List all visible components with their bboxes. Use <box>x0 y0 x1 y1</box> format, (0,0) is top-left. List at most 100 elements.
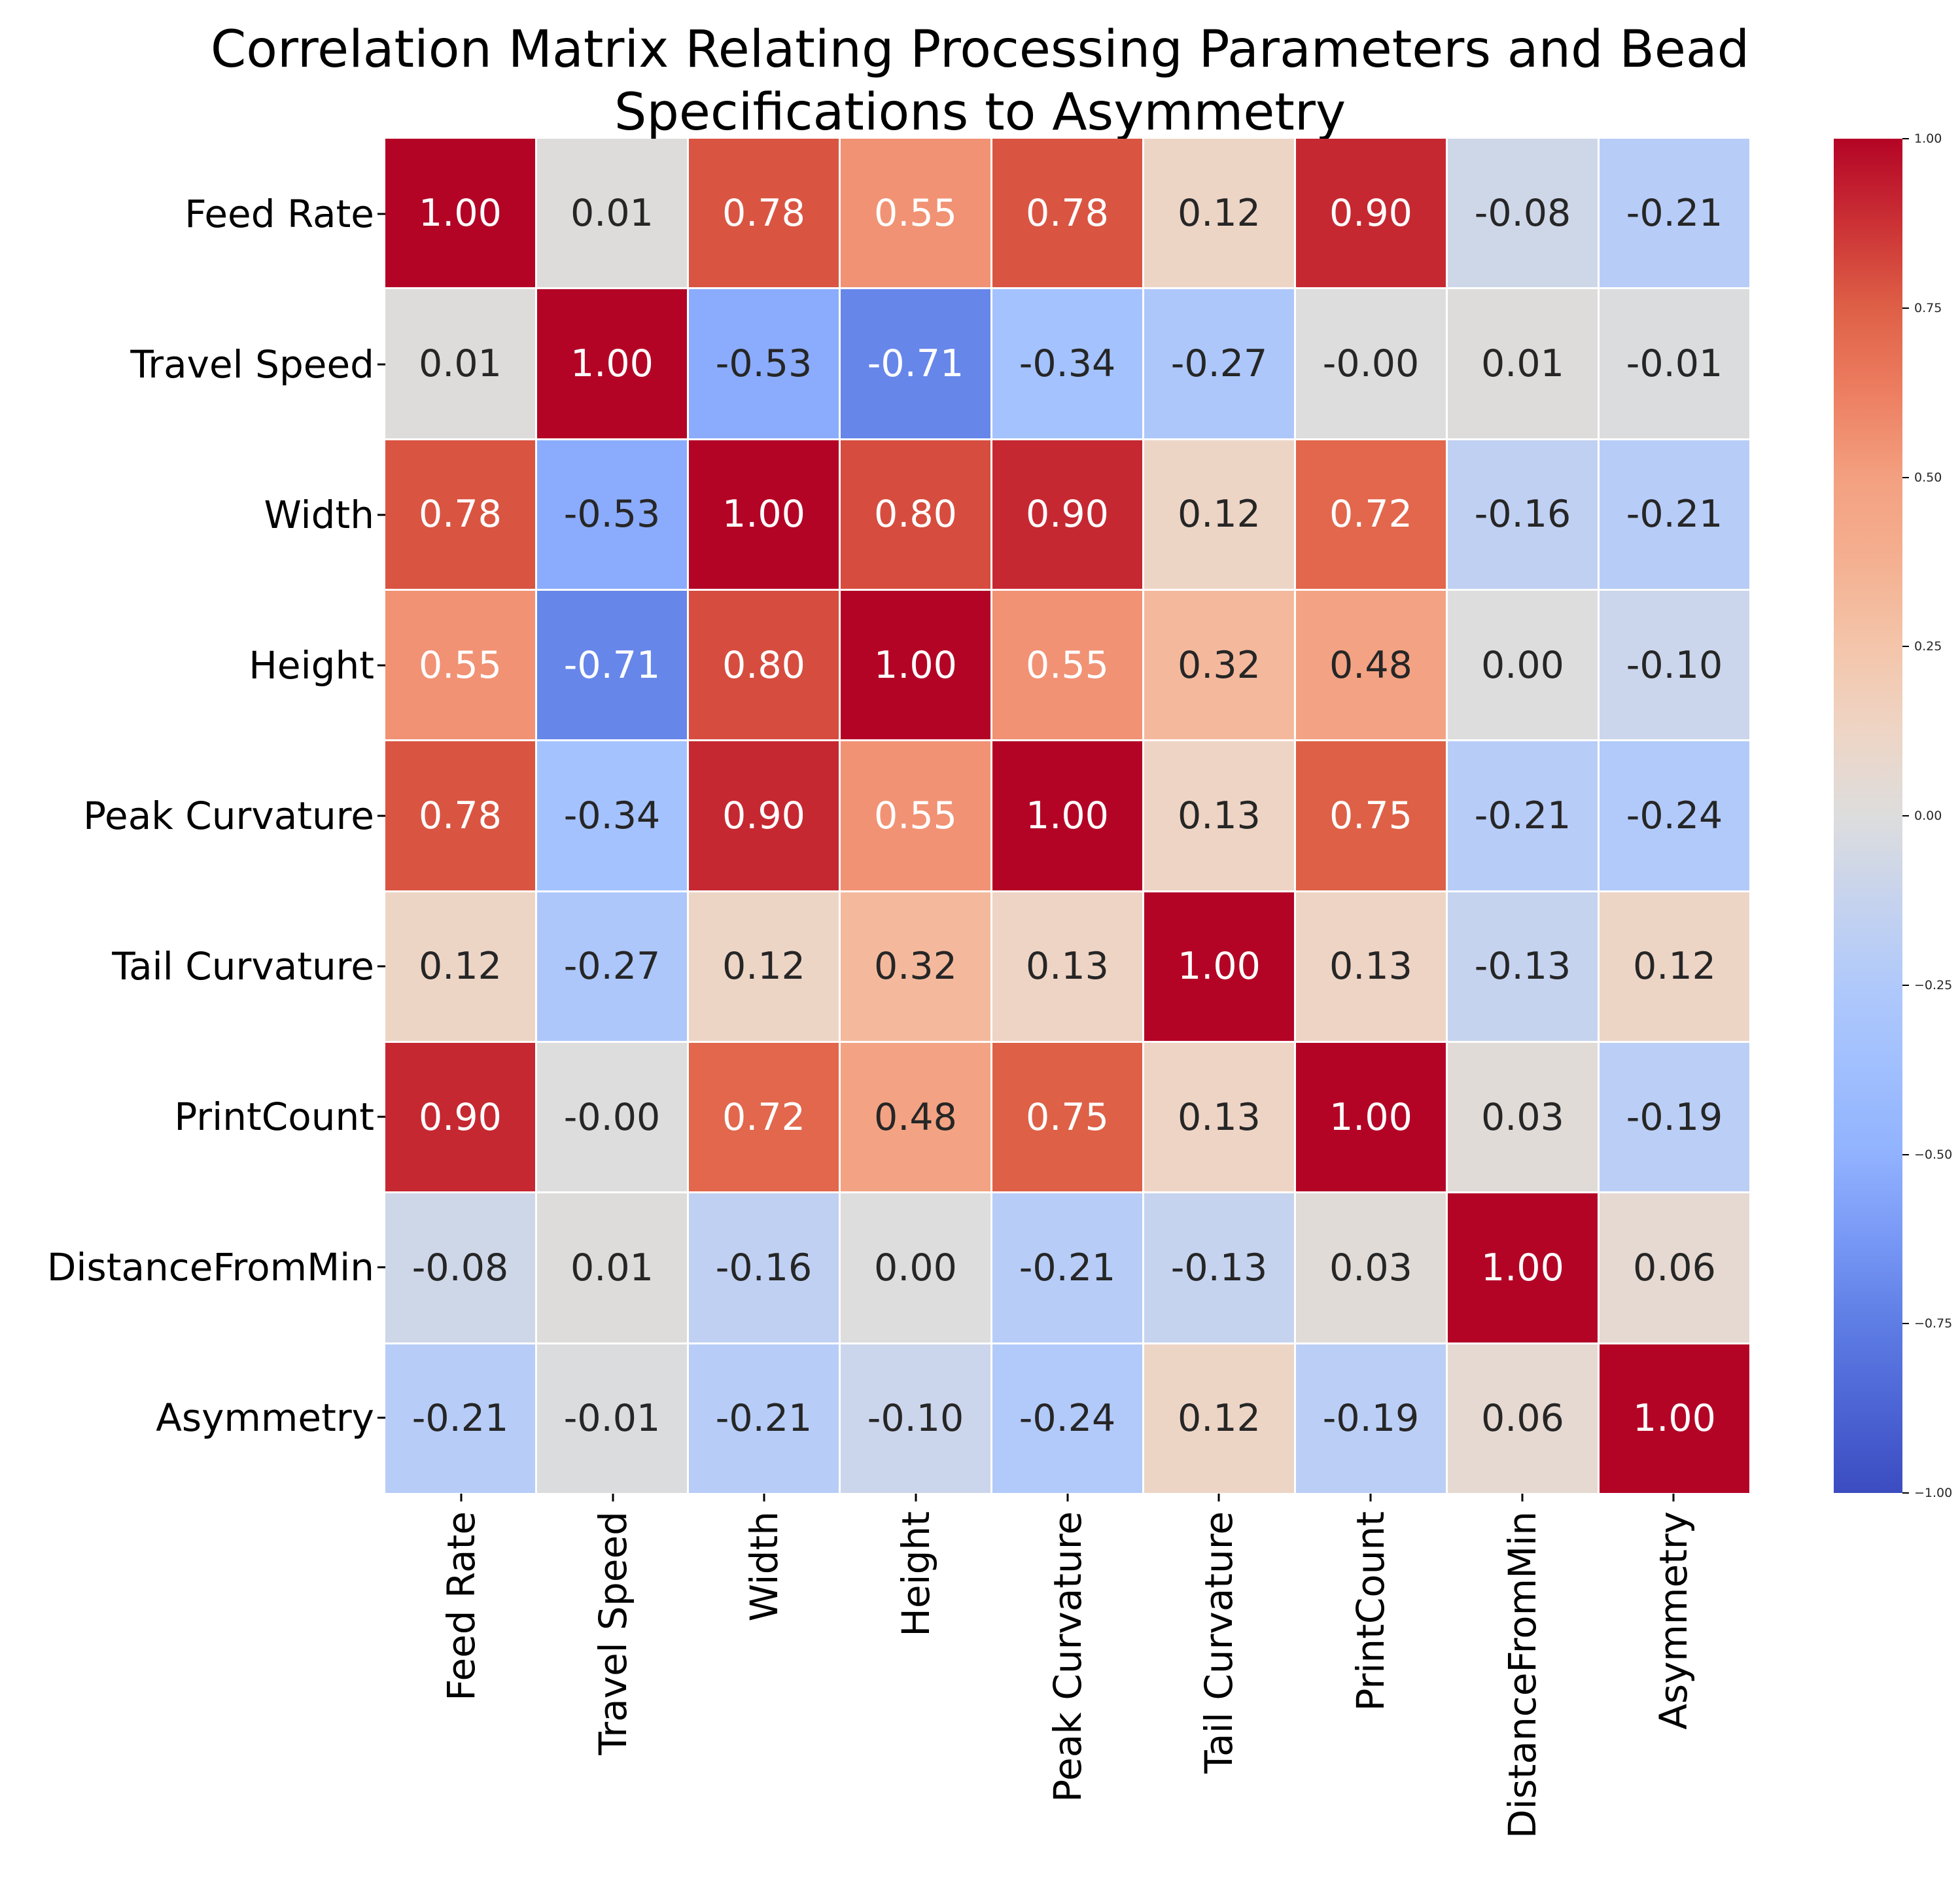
heatmap-cell-travel-speed-peak-curvature: -0.34 <box>992 289 1142 438</box>
heatmap-cell-width-travel-speed: -0.53 <box>537 440 687 589</box>
x-axis-tick <box>1672 1494 1675 1501</box>
heatmap-cell-asymmetry-asymmetry: 1.00 <box>1600 1344 1749 1493</box>
heatmap-cell-distancefrommin-height: 0.00 <box>841 1193 990 1342</box>
heatmap-cell-width-feed-rate: 0.78 <box>385 440 535 589</box>
heatmap-cell-height-feed-rate: 0.55 <box>385 590 535 740</box>
y-axis-tick <box>377 363 385 366</box>
heatmap-cell-tail-curvature-height: 0.32 <box>841 892 990 1041</box>
heatmap-cell-peak-curvature-width: 0.90 <box>689 741 839 890</box>
colorbar-tick-label: −0.75 <box>1914 1316 1953 1331</box>
heatmap-cell-tail-curvature-printcount: 0.13 <box>1296 892 1446 1041</box>
x-axis-tick <box>1521 1494 1523 1501</box>
y-axis-label-width: Width <box>264 493 374 537</box>
colorbar-tick <box>1902 1492 1909 1494</box>
heatmap-cell-tail-curvature-asymmetry: 0.12 <box>1600 892 1749 1041</box>
heatmap-cell-height-printcount: 0.48 <box>1296 590 1446 740</box>
x-axis-label-peak-curvature: Peak Curvature <box>1045 1511 1090 1802</box>
y-axis-tick <box>377 815 385 817</box>
colorbar-tick <box>1902 646 1909 648</box>
heatmap-cell-travel-speed-distancefrommin: 0.01 <box>1448 289 1598 438</box>
heatmap-cell-height-tail-curvature: 0.32 <box>1144 590 1294 740</box>
heatmap-cell-printcount-feed-rate: 0.90 <box>385 1042 535 1192</box>
heatmap-cell-asymmetry-printcount: -0.19 <box>1296 1344 1446 1493</box>
heatmap-cell-distancefrommin-peak-curvature: -0.21 <box>992 1193 1142 1342</box>
heatmap-cell-distancefrommin-printcount: 0.03 <box>1296 1193 1446 1342</box>
colorbar-tick <box>1902 138 1909 139</box>
y-axis-tick <box>377 1266 385 1269</box>
colorbar-tick-label: 0.00 <box>1914 809 1942 823</box>
heatmap-cell-distancefrommin-distancefrommin: 1.00 <box>1448 1193 1598 1342</box>
y-axis-label-printcount: PrintCount <box>174 1095 374 1139</box>
heatmap-cell-feed-rate-travel-speed: 0.01 <box>537 139 687 288</box>
heatmap-cell-width-height: 0.80 <box>841 440 990 589</box>
x-axis-tick <box>763 1494 765 1501</box>
heatmap-cell-tail-curvature-distancefrommin: -0.13 <box>1448 892 1598 1041</box>
heatmap-cell-tail-curvature-feed-rate: 0.12 <box>385 892 535 1041</box>
heatmap-cell-printcount-distancefrommin: 0.03 <box>1448 1042 1598 1192</box>
colorbar-tick <box>1902 984 1909 986</box>
heatmap-cell-printcount-printcount: 1.00 <box>1296 1042 1446 1192</box>
x-axis-label-height: Height <box>893 1511 938 1637</box>
chart-title-line2: Specifications to Asymmetry <box>614 83 1346 142</box>
heatmap-cell-travel-speed-feed-rate: 0.01 <box>385 289 535 438</box>
heatmap-cell-width-peak-curvature: 0.90 <box>992 440 1142 589</box>
heatmap-cell-asymmetry-distancefrommin: 0.06 <box>1448 1344 1598 1493</box>
colorbar-tick <box>1902 1323 1909 1325</box>
heatmap-cell-distancefrommin-feed-rate: -0.08 <box>385 1193 535 1342</box>
colorbar-tick-label: −0.25 <box>1914 977 1953 992</box>
heatmap-cell-printcount-width: 0.72 <box>689 1042 839 1192</box>
heatmap-cell-height-height: 1.00 <box>841 590 990 740</box>
heatmap-grid: 1.00 0.01 0.78 0.55 0.78 0.12 0.90 -0.08 -0.21 0.… <box>385 139 1749 1493</box>
heatmap-cell-asymmetry-feed-rate: -0.21 <box>385 1344 535 1493</box>
colorbar-tick-label: 0.50 <box>1914 470 1942 485</box>
heatmap-cell-width-asymmetry: -0.21 <box>1600 440 1749 589</box>
heatmap-cell-height-asymmetry: -0.10 <box>1600 590 1749 740</box>
heatmap-cell-feed-rate-peak-curvature: 0.78 <box>992 139 1142 288</box>
heatmap-cell-feed-rate-height: 0.55 <box>841 139 990 288</box>
heatmap-cell-printcount-asymmetry: -0.19 <box>1600 1042 1749 1192</box>
y-axis-label-feed-rate: Feed Rate <box>184 192 374 236</box>
heatmap-cell-tail-curvature-width: 0.12 <box>689 892 839 1041</box>
y-axis-label-peak-curvature: Peak Curvature <box>83 794 374 838</box>
heatmap-cell-tail-curvature-travel-speed: -0.27 <box>537 892 687 1041</box>
heatmap-cell-travel-speed-width: -0.53 <box>689 289 839 438</box>
heatmap-cell-asymmetry-height: -0.10 <box>841 1344 990 1493</box>
colorbar-tick <box>1902 815 1909 816</box>
heatmap-cell-width-tail-curvature: 0.12 <box>1144 440 1294 589</box>
heatmap-cell-distancefrommin-asymmetry: 0.06 <box>1600 1193 1749 1342</box>
heatmap-cell-travel-speed-printcount: -0.00 <box>1296 289 1446 438</box>
x-axis-label-tail-curvature: Tail Curvature <box>1197 1511 1242 1774</box>
x-axis-tick <box>1369 1494 1372 1501</box>
heatmap-cell-feed-rate-asymmetry: -0.21 <box>1600 139 1749 288</box>
heatmap-cell-asymmetry-travel-speed: -0.01 <box>537 1344 687 1493</box>
heatmap-cell-width-width: 1.00 <box>689 440 839 589</box>
colorbar-tick-label: 1.00 <box>1914 132 1942 146</box>
x-axis-label-feed-rate: Feed Rate <box>438 1511 483 1701</box>
x-axis-label-distancefrommin: DistanceFromMin <box>1499 1511 1545 1839</box>
heatmap-cell-travel-speed-travel-speed: 1.00 <box>537 289 687 438</box>
heatmap-cell-peak-curvature-tail-curvature: 0.13 <box>1144 741 1294 890</box>
heatmap-cell-tail-curvature-peak-curvature: 0.13 <box>992 892 1142 1041</box>
colorbar-tick <box>1902 476 1909 478</box>
heatmap-cell-feed-rate-distancefrommin: -0.08 <box>1448 139 1598 288</box>
heatmap-cell-asymmetry-peak-curvature: -0.24 <box>992 1344 1142 1493</box>
heatmap-cell-printcount-travel-speed: -0.00 <box>537 1042 687 1192</box>
heatmap-cell-printcount-tail-curvature: 0.13 <box>1144 1042 1294 1192</box>
y-axis-label-travel-speed: Travel Speed <box>130 342 374 387</box>
y-axis-tick <box>377 514 385 516</box>
x-axis-tick <box>915 1494 917 1501</box>
y-axis-label-tail-curvature: Tail Curvature <box>112 944 374 989</box>
y-axis-label-distancefrommin: DistanceFromMin <box>46 1245 374 1289</box>
colorbar-tick <box>1902 1153 1909 1155</box>
heatmap-cell-height-distancefrommin: 0.00 <box>1448 590 1598 740</box>
chart-title: Correlation Matrix Relating Processing P… <box>0 18 1960 144</box>
x-axis-label-printcount: PrintCount <box>1348 1511 1393 1711</box>
heatmap-cell-asymmetry-width: -0.21 <box>689 1344 839 1493</box>
y-axis-tick <box>377 965 385 968</box>
y-axis-tick <box>377 213 385 215</box>
heatmap-cell-feed-rate-printcount: 0.90 <box>1296 139 1446 288</box>
heatmap-cell-peak-curvature-distancefrommin: -0.21 <box>1448 741 1598 890</box>
x-axis-tick <box>612 1494 614 1501</box>
x-axis-tick <box>1217 1494 1220 1501</box>
